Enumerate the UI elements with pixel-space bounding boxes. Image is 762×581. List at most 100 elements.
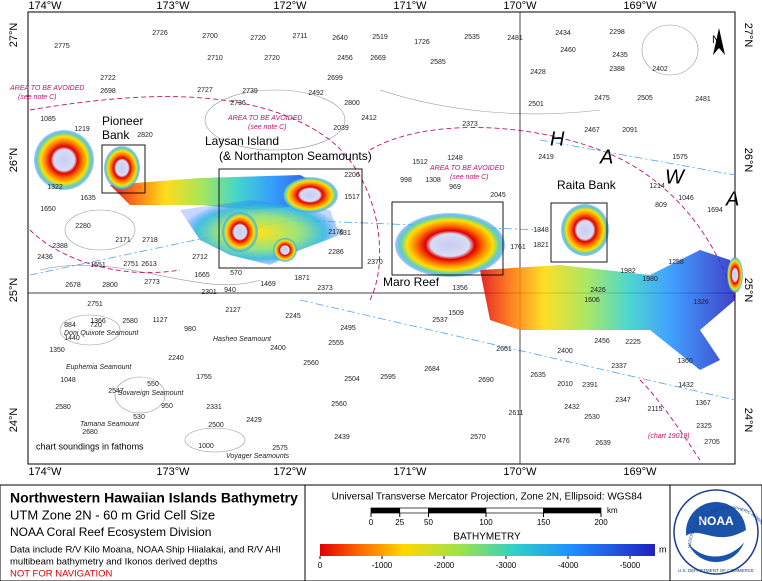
lon-label: 174°W xyxy=(28,466,62,478)
sounding: 2492 xyxy=(308,90,324,97)
sounding: 2611 xyxy=(508,410,523,417)
sounding: 1469 xyxy=(260,281,276,288)
sounding: 2435 xyxy=(612,52,628,59)
feature-label: Raita Bank xyxy=(557,178,617,192)
colorbar-unit: m xyxy=(659,544,667,554)
colorbar-tick-label: -4000 xyxy=(558,561,579,570)
sounding: 2773 xyxy=(144,279,160,286)
lat-label: 24°N xyxy=(742,408,754,433)
sounding: 2547 xyxy=(108,388,124,395)
sounding: 1440 xyxy=(64,335,80,342)
sounding: 1258 xyxy=(668,259,684,266)
sounding: 2045 xyxy=(490,192,506,199)
scale-tick-label: 0 xyxy=(369,518,374,527)
feature-label: Laysan Island xyxy=(205,134,279,148)
sounding: 2800 xyxy=(102,282,118,289)
scale-tick-label: 25 xyxy=(395,518,404,527)
feature-label: W xyxy=(665,166,686,188)
sounding: 2456 xyxy=(594,338,610,345)
logo-wave xyxy=(686,530,746,557)
sounding: 2039 xyxy=(333,125,349,132)
bathymetry xyxy=(34,130,743,370)
sounding: 2419 xyxy=(538,154,554,161)
sounding: 2555 xyxy=(328,340,344,347)
sounding: 2720 xyxy=(250,35,266,42)
sounding: 1000 xyxy=(198,443,214,450)
feature-label: A xyxy=(599,146,613,168)
sounding: 2286 xyxy=(328,249,344,256)
sounding: 980 xyxy=(184,326,196,333)
sounding: 2751 xyxy=(123,261,139,268)
sounding: 1219 xyxy=(74,126,90,133)
feature-label: A xyxy=(725,188,739,210)
lon-label: 170°W xyxy=(503,0,537,12)
avoid-label: (see note C) xyxy=(18,94,57,101)
sounding: 969 xyxy=(449,184,461,191)
sounding: 2481 xyxy=(695,96,711,103)
scale-segment xyxy=(485,507,544,514)
avoid-lines xyxy=(29,96,736,461)
sounding: 2820 xyxy=(137,132,153,139)
sounding: 2639 xyxy=(595,440,611,447)
note: chart soundings in fathoms xyxy=(36,441,144,451)
sounding: 998 xyxy=(400,177,412,184)
sounding: 2245 xyxy=(285,313,301,320)
seamount-label: Sovareign Seamount xyxy=(118,390,184,397)
sounding: 1046 xyxy=(678,195,694,202)
scale-segment xyxy=(399,507,429,514)
scale-tick-label: 200 xyxy=(594,518,608,527)
sounding: 2171 xyxy=(115,237,131,244)
sounding: 2710 xyxy=(207,55,223,62)
logo-text: NOAA xyxy=(698,514,734,528)
inset-boxes xyxy=(101,144,608,276)
scale-unit: km xyxy=(607,506,618,515)
sounding: 2669 xyxy=(370,55,386,62)
lon-label: 173°W xyxy=(156,0,190,12)
lat-label: 26°N xyxy=(8,148,20,173)
sounding: 2678 xyxy=(65,282,81,289)
scale-segment xyxy=(370,507,401,514)
avoid-label: AREA TO BE AVOIDED xyxy=(227,115,302,122)
lon-label: 169°W xyxy=(623,466,657,478)
sounding: 1606 xyxy=(584,297,600,304)
sounding: 2010 xyxy=(557,381,573,388)
sounding: 2476 xyxy=(554,438,570,445)
sounding: 2460 xyxy=(560,47,576,54)
lon-label: 174°W xyxy=(28,0,62,12)
sounding: 2800 xyxy=(344,100,360,107)
seamount-label: Voyager Seamounts xyxy=(226,453,290,460)
sounding: 2501 xyxy=(528,101,544,108)
sounding: 1356 xyxy=(452,285,468,292)
sounding: 1575 xyxy=(672,154,688,161)
scale-segment xyxy=(428,507,487,514)
sounding: 1350 xyxy=(49,347,65,354)
lon-label: 169°W xyxy=(623,0,657,12)
sounding: 2206 xyxy=(344,172,360,179)
sounding: 2751 xyxy=(87,301,103,308)
sounding: 884 xyxy=(64,322,76,329)
sounding: 2535 xyxy=(464,34,480,41)
sounding: 2400 xyxy=(270,345,286,352)
sounding: 1348 xyxy=(533,227,549,234)
sounding: 1761 xyxy=(510,244,526,251)
sounding: 1980 xyxy=(642,276,658,283)
seamount-label: Tamana Seamount xyxy=(80,421,140,428)
lat-label: 24°N xyxy=(8,408,20,433)
sounding: 2505 xyxy=(637,95,653,102)
sounding: 2481 xyxy=(507,35,523,42)
feature-label: H xyxy=(550,128,565,150)
sounding: 2176 xyxy=(328,229,344,236)
scale-tick-label: 50 xyxy=(424,518,433,527)
sounding: 1214 xyxy=(649,183,665,190)
sounding: 950 xyxy=(161,403,173,410)
sounding: 1248 xyxy=(447,155,463,162)
sounding: 1127 xyxy=(152,317,167,324)
sounding: 2439 xyxy=(334,434,350,441)
sounding: 1367 xyxy=(695,400,711,407)
sounding: 2428 xyxy=(530,69,546,76)
lon-label: 172°W xyxy=(273,466,307,478)
sounding: 2240 xyxy=(168,355,184,362)
colorbar-tick-label: -2000 xyxy=(434,561,455,570)
sounding: 1726 xyxy=(414,39,430,46)
sounding: 2613 xyxy=(141,261,157,268)
